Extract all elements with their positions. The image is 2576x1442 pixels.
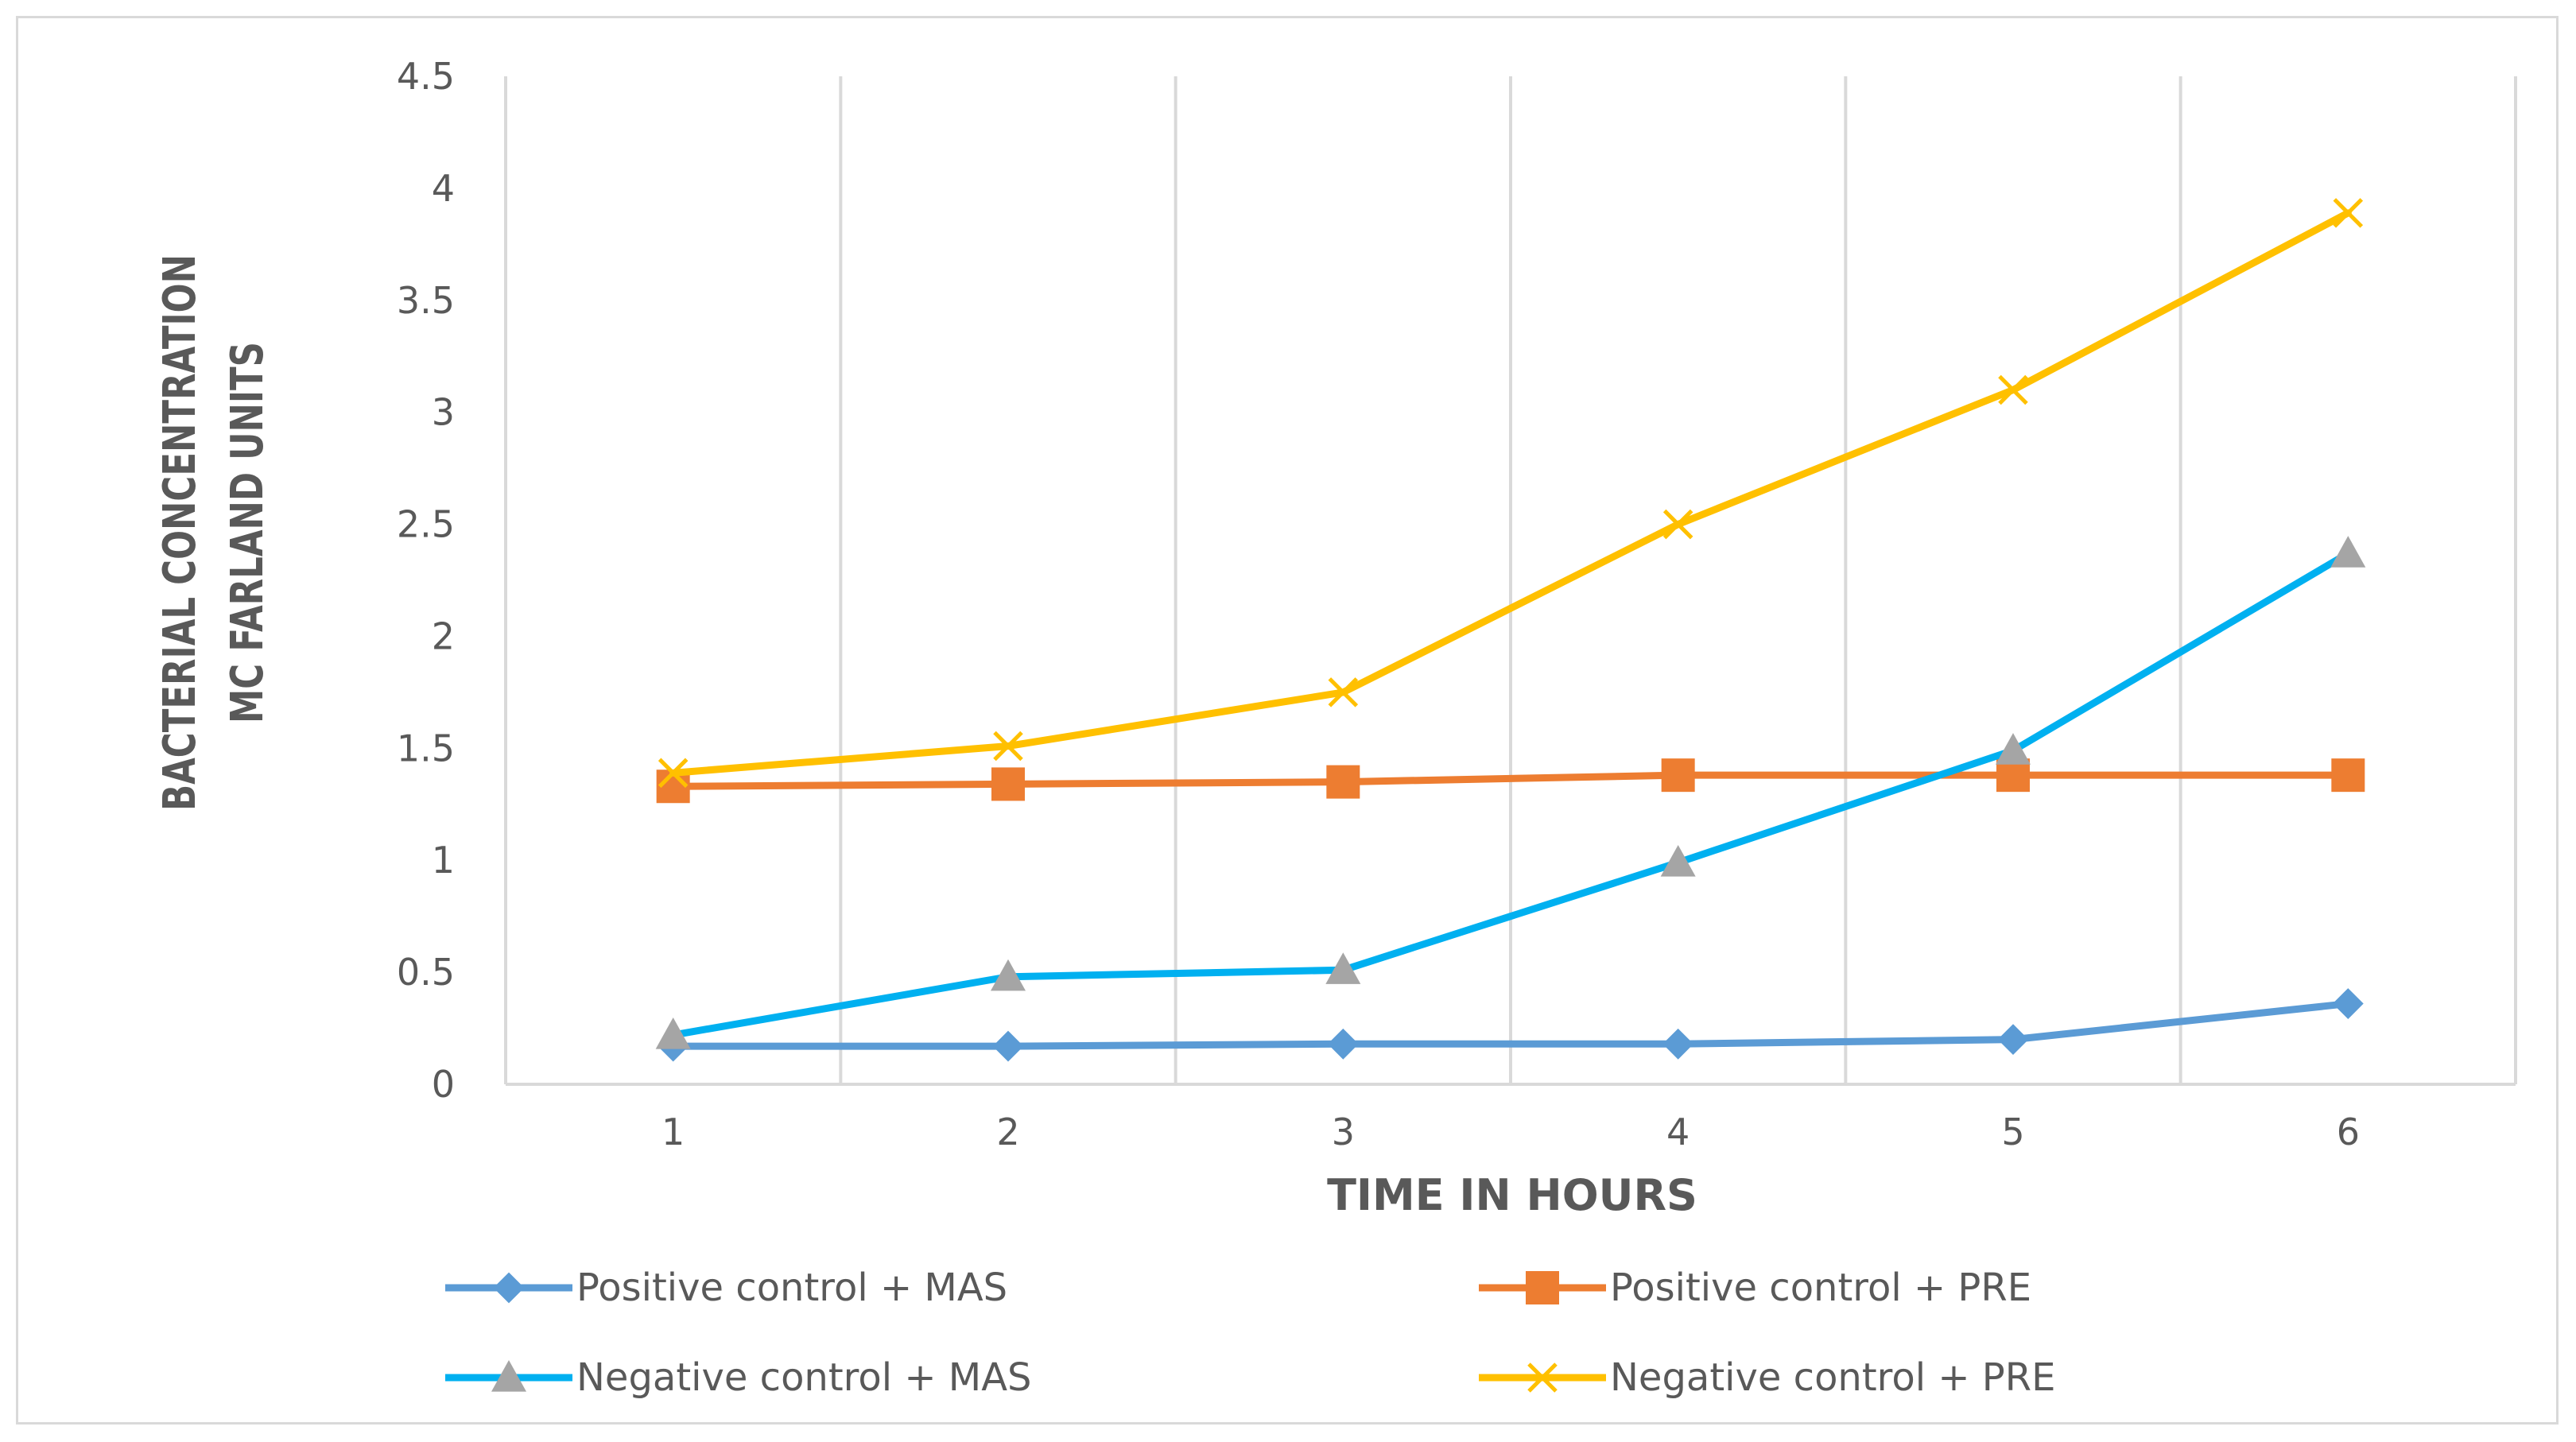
y-tick-label: 1.5 [397, 727, 455, 769]
series-line-negative-control-pre [669, 209, 2352, 777]
x-tick-label: 1 [661, 1111, 685, 1153]
triangle-marker [655, 1018, 691, 1049]
y-tick-label: 2 [432, 614, 455, 657]
legend-label: Positive control + MAS [576, 1266, 1007, 1310]
diamond-marker [1662, 1028, 1694, 1060]
x-marker-stroke [993, 731, 1023, 762]
x-tick-label: 3 [1332, 1111, 1355, 1153]
x-tick-label: 5 [2001, 1111, 2024, 1153]
series-positive-control-pre [656, 758, 2365, 804]
legend-label: Negative control + MAS [576, 1355, 1032, 1400]
series-line-negative-control-mas [669, 549, 2352, 1039]
data-point [655, 1018, 691, 1049]
diamond-marker [992, 1030, 1024, 1062]
data-point [1998, 374, 2028, 405]
y-axis-title-line-1: BACTERIAL CONCENTRATION [154, 254, 206, 811]
square-marker [1326, 765, 1360, 799]
y-tick-label: 4 [432, 167, 455, 210]
triangle-marker [1996, 733, 2031, 765]
triangle-marker [2330, 536, 2366, 568]
data-point [991, 767, 1025, 801]
data-point [1661, 758, 1695, 793]
y-tick-label: 3.5 [397, 279, 455, 322]
data-point [1328, 677, 1359, 707]
data-point [1662, 1028, 1694, 1060]
diamond-marker [1997, 1024, 2029, 1056]
triangle-marker [1660, 845, 1696, 877]
legend: Positive control + MAS Positive control +… [445, 1266, 2055, 1400]
y-tick-label: 0.5 [397, 951, 455, 994]
y-axis-title: BACTERIAL CONCENTRATION MC FARLAND UNITS [154, 254, 274, 811]
triangle-marker [491, 1360, 526, 1392]
triangle-marker [991, 959, 1026, 991]
square-marker [991, 767, 1025, 801]
series-negative-control-pre [658, 198, 2364, 789]
triangle-marker [1325, 952, 1361, 984]
legend-label: Negative control + PRE [1610, 1355, 2055, 1400]
legend-item-positive-control-mas: Positive control + MAS [445, 1266, 1007, 1310]
data-point [1996, 733, 2031, 765]
data-point [2331, 758, 2365, 793]
y-axis-title-line-2: MC FARLAND UNITS [222, 342, 274, 723]
y-tick-label: 2.5 [397, 503, 455, 546]
y-tick-label: 4.5 [397, 55, 455, 98]
x-marker-stroke [2333, 198, 2364, 228]
x-tick-label: 6 [2337, 1111, 2360, 1153]
data-point [1997, 1024, 2029, 1056]
data-point [658, 758, 689, 789]
square-marker [1526, 1271, 1559, 1304]
diamond-marker [1327, 1028, 1359, 1060]
legend-item-positive-control-pre: Positive control + PRE [1479, 1266, 2031, 1310]
y-tick-label: 0 [432, 1063, 455, 1106]
series-negative-control-mas [655, 536, 2366, 1049]
data-point [991, 959, 1026, 991]
data-point [1325, 952, 1361, 984]
data-point [2330, 536, 2366, 568]
tick-labels: 0 0.5 1 1.5 2 2.5 3 3.5 4 4.5 1 2 3 4 5 6 [397, 55, 2360, 1153]
series-lines [655, 198, 2366, 1062]
legend-item-negative-control-pre: Negative control + PRE [1479, 1355, 2055, 1400]
legend-item-negative-control-mas: Negative control + MAS [445, 1355, 1032, 1400]
gridlines [504, 76, 2517, 1084]
data-point [1662, 509, 1693, 540]
data-point [2333, 198, 2364, 228]
data-point [2332, 988, 2364, 1019]
series-line-positive-control-mas [669, 1000, 2352, 1050]
legend-marker [1526, 1271, 1559, 1304]
chart-frame [16, 16, 2559, 1425]
x-marker-stroke [1328, 677, 1359, 707]
data-point [1326, 765, 1360, 799]
y-tick-label: 1 [432, 839, 455, 882]
square-marker [2331, 758, 2365, 793]
series-line-positive-control-pre [669, 771, 2352, 790]
data-point [1327, 1028, 1359, 1060]
data-point [992, 1030, 1024, 1062]
legend-marker [491, 1360, 526, 1392]
data-point [993, 731, 1023, 762]
legend-label: Positive control + PRE [1610, 1266, 2031, 1310]
legend-marker [1527, 1363, 1558, 1393]
x-marker-stroke [1998, 374, 2028, 405]
x-marker-stroke [658, 758, 689, 789]
x-marker-stroke [1527, 1363, 1558, 1393]
y-tick-label: 3 [432, 391, 455, 434]
legend-marker [493, 1272, 525, 1304]
diamond-marker [493, 1272, 525, 1304]
x-marker-stroke [1662, 509, 1693, 540]
diamond-marker [2332, 988, 2364, 1019]
square-marker [1661, 758, 1695, 793]
x-tick-label: 2 [996, 1111, 1019, 1153]
data-point [1660, 845, 1696, 877]
x-tick-label: 4 [1666, 1111, 1690, 1153]
x-axis-title: TIME IN HOURS [1327, 1170, 1697, 1220]
